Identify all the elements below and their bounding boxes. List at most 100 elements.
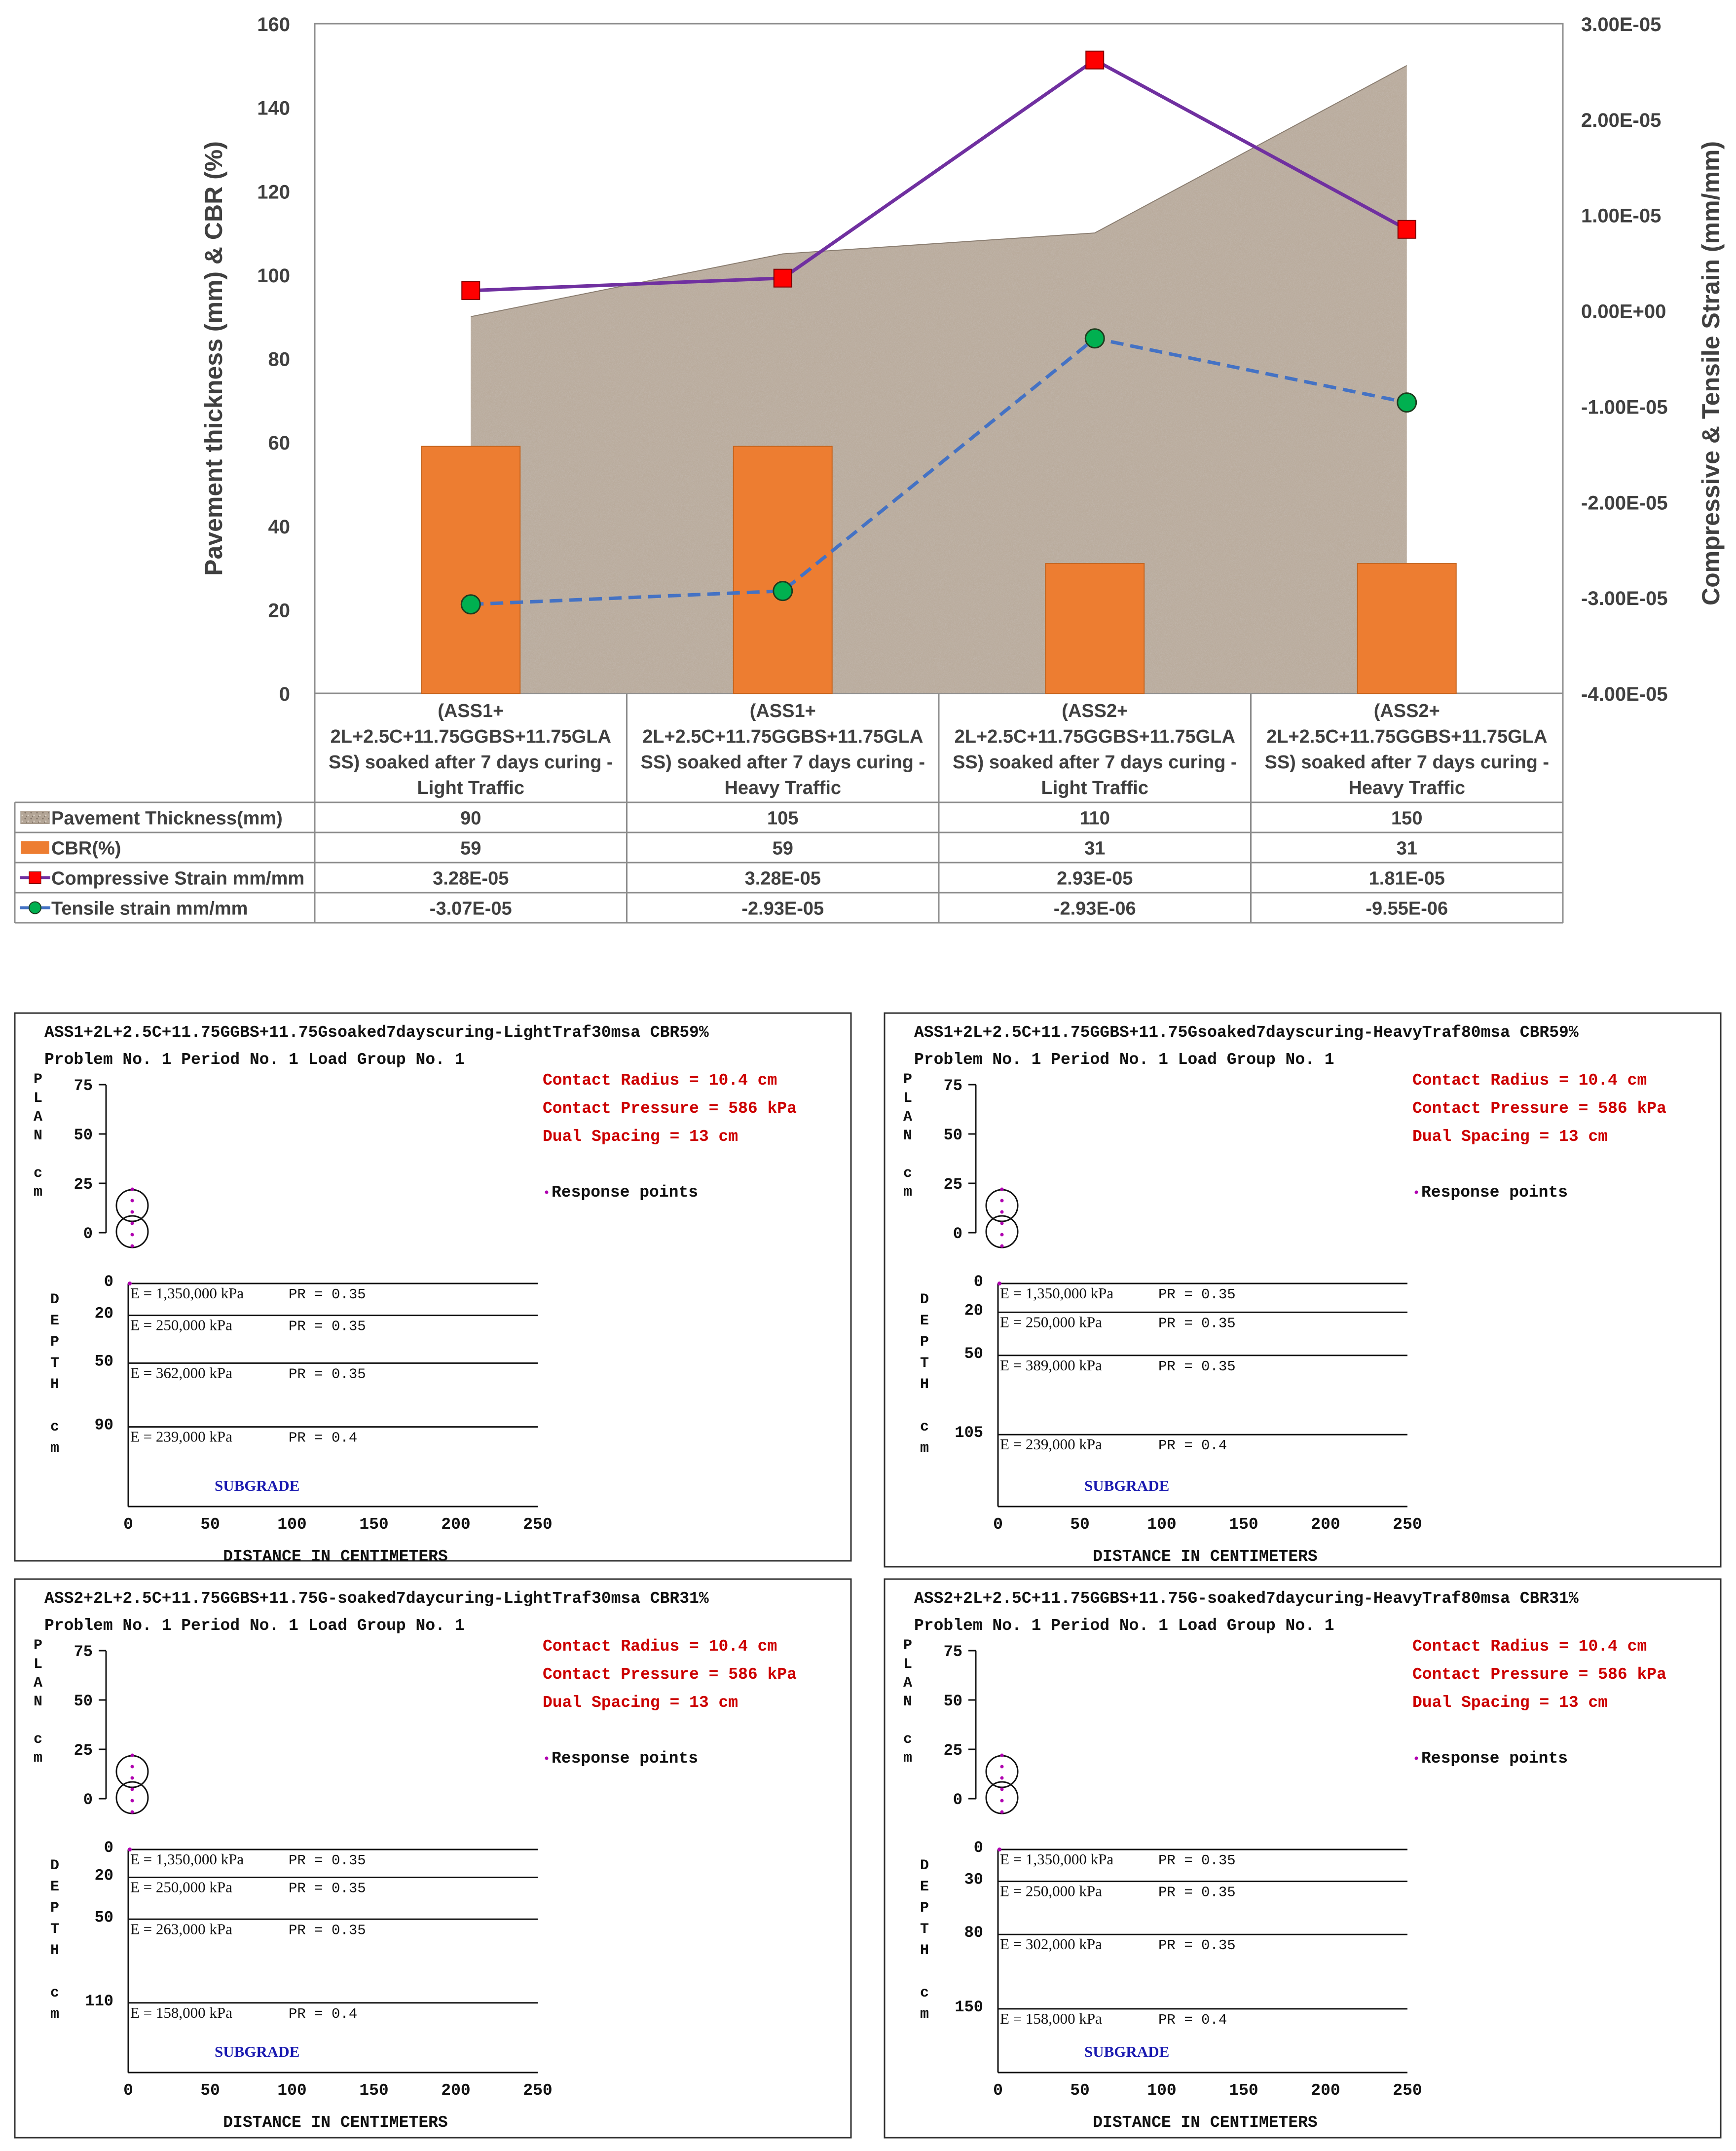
panel-frame (14, 1578, 852, 2139)
depth-tick-label: 0 (104, 1839, 113, 1857)
pavement-thickness-area (471, 65, 1407, 693)
y2-tick-label: 1.00E-05 (1581, 205, 1661, 227)
layer-poisson: PR = 0.35 (289, 1881, 366, 1897)
plan-tick-label: 75 (944, 1077, 962, 1095)
depth-tick-label: 50 (95, 1908, 113, 1926)
response-point (1000, 1753, 1004, 1757)
table-cell-value: 105 (767, 808, 798, 829)
y-tick-label: 60 (268, 432, 291, 454)
panel-problem-line: Problem No. 1 Period No. 1 Load Group No… (914, 1051, 1334, 1069)
depth-tick-label: 110 (85, 1992, 113, 2010)
table-cell-value: 3.28E-05 (433, 868, 509, 889)
response-point (1000, 1233, 1004, 1237)
contact-radius: Contact Radius = 10.4 cm (1412, 1637, 1647, 1656)
category-label: SS) soaked after 7 days curing - (953, 752, 1237, 773)
depth-tick-label: 20 (964, 1301, 983, 1320)
y2-tick-label: 3.00E-05 (1581, 14, 1661, 36)
plan-tick-label: 50 (74, 1692, 93, 1710)
plan-axis-letter: c (34, 1165, 42, 1182)
distance-tick-label: 250 (1393, 2081, 1422, 2100)
plan-axis-letter: L (34, 1656, 42, 1673)
response-point (130, 1810, 134, 1814)
category-label: SS) soaked after 7 days curing - (329, 752, 613, 773)
table-cell-value: 1.81E-05 (1369, 868, 1445, 889)
depth-axis-letter: H (920, 1942, 929, 1959)
tensile-strain-line (471, 337, 1407, 606)
depth-tick-label: 50 (964, 1345, 983, 1363)
tensile-strain-point (1084, 328, 1105, 349)
y-tick-label: 0 (279, 683, 290, 705)
depth-tick-label: 20 (95, 1305, 113, 1323)
plan-axis-letter: A (903, 1109, 912, 1126)
layer-modulus: E = 263,000 kPa (130, 1920, 232, 1937)
legend-key-marker (29, 901, 41, 914)
layer-poisson: PR = 0.35 (289, 1366, 366, 1382)
y-tick-label: 20 (268, 600, 291, 621)
response-point (1000, 1221, 1004, 1225)
table-cell-value: 59 (773, 838, 793, 859)
plan-tick-label: 25 (74, 1741, 93, 1760)
legend-label: CBR(%) (51, 838, 121, 859)
contact-pressure: Contact Pressure = 586 kPa (543, 1665, 797, 1684)
depth-axis-letter: D (920, 1291, 929, 1308)
distance-tick-label: 0 (993, 2081, 1003, 2100)
layer-poisson: PR = 0.4 (1158, 2012, 1227, 2028)
depth-axis-letter: c (50, 1985, 59, 2001)
response-point (130, 1210, 134, 1214)
panel-problem-line: Problem No. 1 Period No. 1 Load Group No… (44, 1617, 465, 1635)
depth-axis-letter: m (920, 1440, 929, 1457)
response-point (1000, 1244, 1004, 1248)
distance-tick-label: 0 (123, 2081, 133, 2100)
response-point (997, 1282, 1001, 1285)
kenpave-panels: ASS1+2L+2.5C+11.75GGBS+11.75Gsoaked7days… (14, 1012, 1722, 2139)
distance-tick-label: 50 (1070, 2081, 1090, 2100)
plan-tick-label: 25 (944, 1741, 962, 1760)
layer-poisson: PR = 0.35 (1158, 1286, 1236, 1303)
depth-axis-letter: c (920, 1419, 929, 1435)
depth-axis-letter: H (920, 1376, 929, 1393)
tensile-strain-point (460, 594, 481, 615)
panel-frame (884, 1012, 1722, 1568)
table-cell-value: 3.28E-05 (745, 868, 821, 889)
layer-poisson: PR = 0.35 (289, 1286, 366, 1303)
layer-modulus: E = 250,000 kPa (130, 1317, 232, 1334)
table-cell-value: 31 (1084, 838, 1105, 859)
response-point (128, 1282, 132, 1285)
plan-tick-label: 75 (74, 1077, 93, 1095)
response-points-label: Response points (1421, 1183, 1568, 1202)
response-point (128, 1848, 132, 1851)
response-point (1000, 1765, 1004, 1769)
response-point (1000, 1799, 1004, 1803)
table-cell-value: 31 (1397, 838, 1417, 859)
depth-axis-letter: D (50, 1857, 59, 1874)
plan-tick-label: 0 (953, 1225, 962, 1243)
plan-tick-label: 25 (944, 1175, 962, 1194)
subgrade-label: SUBGRADE (1084, 1477, 1169, 1494)
table-cell-value: 59 (460, 838, 481, 859)
response-point (1000, 1199, 1004, 1203)
depth-axis-letter: P (50, 1334, 59, 1351)
distance-tick-label: 50 (1070, 1515, 1090, 1534)
distance-axis-title: DISTANCE IN CENTIMETERS (223, 1547, 447, 1566)
category-label: (ASS2+ (1374, 701, 1440, 721)
depth-axis-letter: D (920, 1857, 929, 1874)
category-label: Light Traffic (1041, 778, 1148, 798)
layer-modulus: E = 1,350,000 kPa (1000, 1284, 1113, 1302)
response-point (130, 1199, 134, 1203)
plan-axis-letter: N (903, 1128, 912, 1144)
depth-axis-letter: P (920, 1334, 929, 1351)
plan-axis-letter: L (903, 1656, 912, 1673)
depth-axis-letter: m (50, 1440, 59, 1457)
table-cell-value: 90 (460, 808, 481, 829)
plan-axis-letter: c (903, 1731, 912, 1748)
response-point (997, 1848, 1001, 1851)
response-point (130, 1233, 134, 1237)
response-point (130, 1776, 134, 1780)
layer-poisson: PR = 0.35 (1158, 1852, 1236, 1869)
panel-title: ASS1+2L+2.5C+11.75GGBS+11.75Gsoaked7days… (44, 1023, 709, 1042)
dual-spacing: Dual Spacing = 13 cm (543, 1128, 738, 1146)
table-cell-value: -3.07E-05 (430, 899, 512, 919)
y-tick-label: 40 (268, 516, 291, 538)
layer-poisson: PR = 0.4 (1158, 1437, 1227, 1454)
